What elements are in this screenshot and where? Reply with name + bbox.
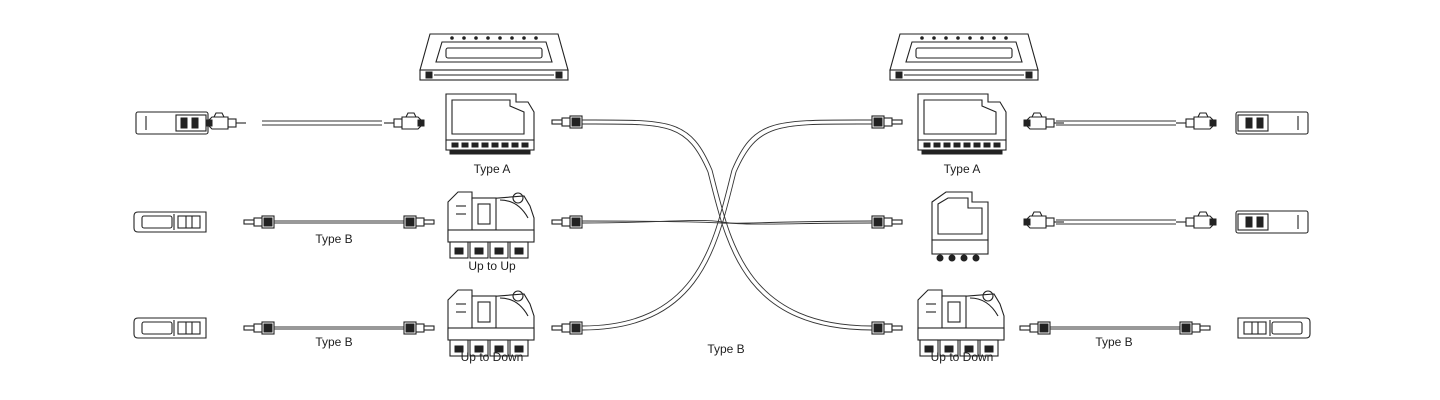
right-row3-cable-label: Type B — [1095, 335, 1132, 349]
left-row2-qsfp-transceiver — [133, 211, 207, 233]
trunk-cable-bundle — [551, 115, 903, 335]
left-row2-cable-label: Type B — [315, 232, 352, 246]
left-row3-module-label: Up to Down — [461, 350, 524, 364]
right-row2-sfp-transceiver — [1235, 210, 1309, 234]
left-enclosure — [419, 33, 569, 81]
left-row1-sfp-transceiver — [135, 111, 209, 135]
right-row3-mtp-cable — [1019, 321, 1211, 335]
left-row2-module-label: Up to Up — [468, 259, 516, 273]
right-row2-lc-cable — [1023, 211, 1217, 229]
left-row1-lc-cable — [205, 112, 425, 130]
right-row1-module-label: Type A — [944, 162, 981, 176]
left-row3-cable-label: Type B — [315, 335, 352, 349]
trunk-cable-label: Type B — [707, 342, 744, 356]
right-row1-sfp-transceiver — [1235, 111, 1309, 135]
left-row1-module-label: Type A — [474, 162, 511, 176]
left-row3-qsfp-transceiver — [133, 317, 207, 339]
right-row3-conversion-module — [917, 289, 1005, 357]
right-row2-small-cassette — [931, 191, 989, 262]
right-enclosure — [889, 33, 1039, 81]
left-row3-conversion-module — [447, 289, 535, 357]
right-row1-lc-cable — [1023, 112, 1217, 130]
right-row1-type-a-cassette — [917, 93, 1007, 155]
left-row1-type-a-cassette — [445, 93, 535, 155]
right-row3-module-label: Up to Down — [931, 350, 994, 364]
left-row2-conversion-module — [447, 191, 535, 259]
left-row3-mtp-cable — [243, 321, 435, 335]
right-row3-qsfp-transceiver — [1237, 317, 1311, 339]
left-row2-mtp-cable — [243, 215, 435, 229]
